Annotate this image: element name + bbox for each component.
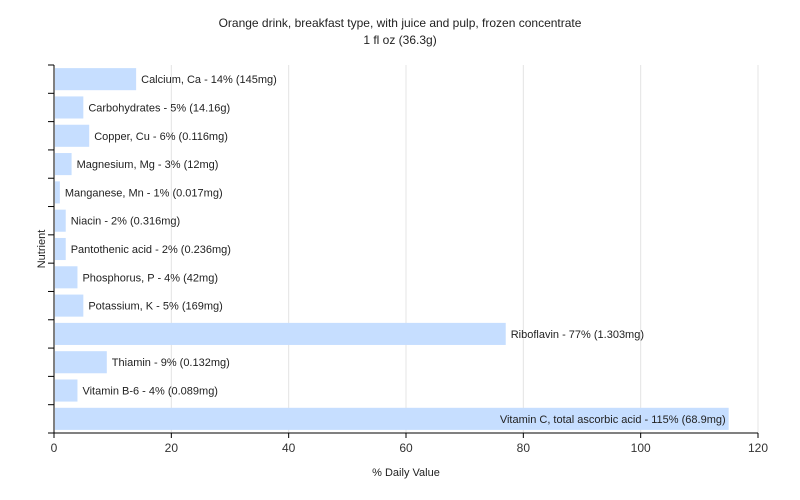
bar <box>55 124 90 147</box>
bar-label: Copper, Cu - 6% (0.116mg) <box>94 131 228 143</box>
bar-label: Manganese, Mn - 1% (0.017mg) <box>65 187 223 199</box>
bar <box>55 351 107 374</box>
bars: Calcium, Ca - 14% (145mg) Carbohydrates -… <box>55 68 729 430</box>
x-tick-label: 20 <box>165 441 179 455</box>
x-axis-title: % Daily Value <box>372 467 440 479</box>
bar <box>55 379 78 402</box>
x-tick-label: 0 <box>51 441 58 455</box>
bar-label: Vitamin C, total ascorbic acid - 115% (6… <box>500 414 726 426</box>
bar <box>55 96 84 119</box>
y-axis-title: Nutrient <box>36 230 48 269</box>
bar <box>55 322 506 345</box>
bar-label: Potassium, K - 5% (169mg) <box>88 301 223 313</box>
bar <box>55 237 66 261</box>
x-tick-label: 40 <box>282 441 296 455</box>
x-tick-label: 120 <box>748 441 768 455</box>
bar-label: Vitamin B-6 - 4% (0.089mg) <box>82 386 218 398</box>
bar-label: Phosphorus, P - 4% (42mg) <box>82 272 218 284</box>
bar <box>55 266 78 289</box>
x-tick-label: 100 <box>631 441 651 455</box>
bar-label: Thiamin - 9% (0.132mg) <box>112 357 230 369</box>
x-tick-label: 80 <box>517 441 531 455</box>
chart-subtitle: 1 fl oz (36.3g) <box>363 33 436 47</box>
bar-label: Calcium, Ca - 14% (145mg) <box>141 74 277 86</box>
chart-title: Orange drink, breakfast type, with juice… <box>219 16 582 30</box>
bar <box>55 294 84 317</box>
bar <box>55 68 137 91</box>
axes: 0 20 40 60 80 100 120 <box>48 64 768 455</box>
bar-label: Pantothenic acid - 2% (0.236mg) <box>71 244 231 256</box>
bar-label: Niacin - 2% (0.316mg) <box>71 216 180 228</box>
bar <box>55 181 60 204</box>
bar <box>55 153 72 176</box>
grid <box>170 65 759 433</box>
bar-label: Carbohydrates - 5% (14.16g) <box>88 102 230 114</box>
bar-label: Magnesium, Mg - 3% (12mg) <box>77 159 219 171</box>
bar-label: Riboflavin - 77% (1.303mg) <box>511 329 644 341</box>
bar <box>55 407 729 430</box>
x-tick-label: 60 <box>399 441 413 455</box>
bar <box>55 209 66 232</box>
